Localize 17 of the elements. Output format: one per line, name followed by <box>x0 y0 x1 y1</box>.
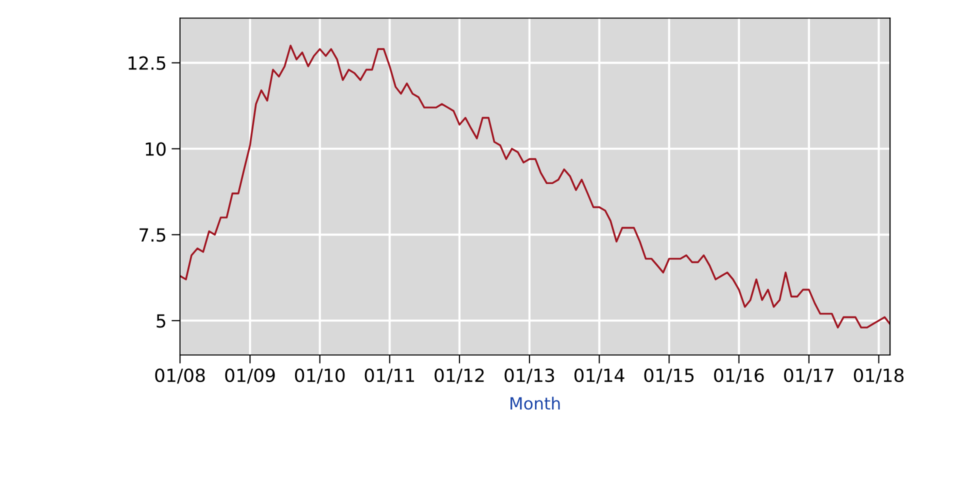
y-tick-label: 12.5 <box>128 56 166 70</box>
x-tick-label: 01/10 <box>295 368 345 384</box>
x-tick-label: 01/12 <box>434 368 484 384</box>
y-tick-label: 7.5 <box>140 228 166 242</box>
y-tick-label: 10 <box>146 142 166 156</box>
y-tick-label: 5 <box>156 314 166 328</box>
line-series <box>180 44 890 328</box>
x-tick-label: 01/18 <box>854 368 904 384</box>
x-tick-label: 01/15 <box>644 368 694 384</box>
x-tick-label: 01/16 <box>714 368 764 384</box>
x-tick-label: 01/11 <box>364 368 414 384</box>
x-tick-label: 01/17 <box>784 368 834 384</box>
x-tick-label: 01/13 <box>504 368 554 384</box>
x-tick-label: 01/09 <box>225 368 275 384</box>
x-tick-label: 01/08 <box>155 368 205 384</box>
x-axis-title: Month <box>510 396 560 410</box>
x-tick-label: 01/14 <box>574 368 624 384</box>
